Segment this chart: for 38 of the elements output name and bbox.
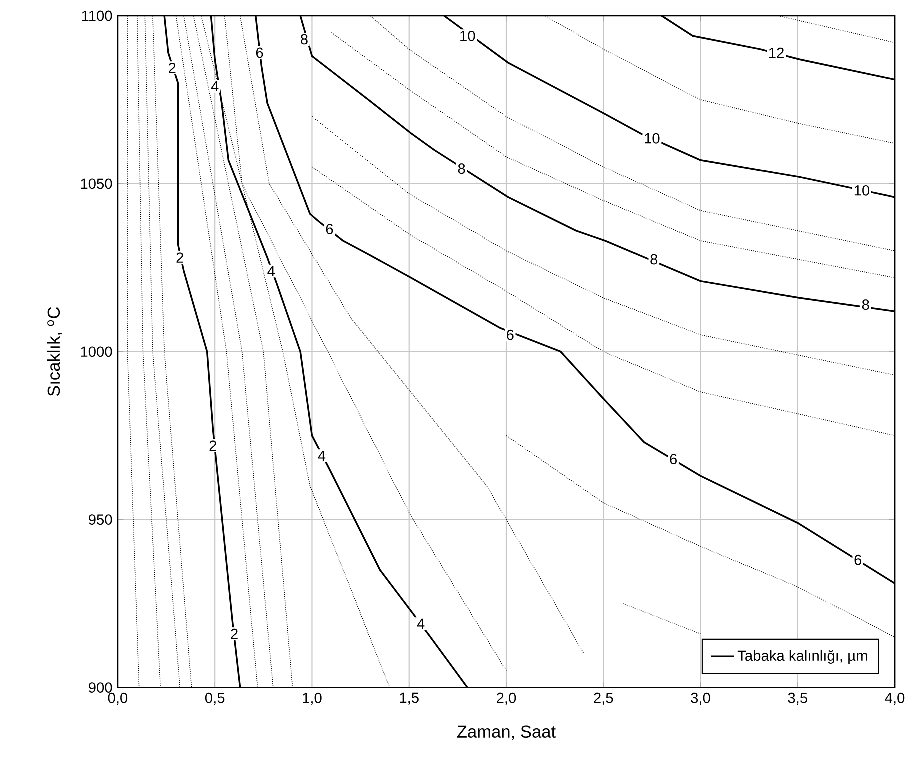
x-axis-title: Zaman, Saat [457,726,556,740]
annotation: 4 [318,451,326,462]
annotation: 6 [670,454,677,465]
annotation: 10 [645,134,660,144]
annotation: 6 [507,330,514,340]
annotation: 2 [210,440,216,452]
legend-label: Tabaka kalınlığı, µm [738,650,868,664]
x-tick-label: 0,5 [205,693,225,706]
annotation: 12 [769,48,784,58]
x-tick-label: 4,0 [885,693,905,706]
annotation: 6 [256,48,264,58]
annotation: 10 [460,31,476,42]
annotation: 2 [231,629,238,640]
y-tick-label: 900 [89,682,112,694]
y-axis-title: Sıcaklık, $^{o}$C [47,308,62,396]
x-tick-label: 3,5 [788,693,808,706]
x-tick-label: 1,0 [303,693,322,706]
x-tick-label: 3,0 [691,693,710,706]
annotation: 6 [326,224,334,235]
y-tick-label: 1100 [82,10,112,22]
annotation: 8 [458,164,466,174]
y-tick-label: 1000 [81,346,112,358]
annotation: 4 [268,266,276,276]
annotation: 2 [169,63,176,74]
x-tick-label: 2,5 [594,693,614,706]
annotation: 4 [211,82,219,92]
x-tick-label: 0,0 [108,693,128,706]
annotation: 6 [854,555,862,566]
y-tick-label: 950 [89,514,112,526]
x-tick-label: 1,5 [400,693,419,706]
annotation: 10 [854,186,870,196]
annotation: 8 [862,300,870,310]
annotation: 8 [301,34,308,45]
annotation: 4 [417,619,425,630]
y-tick-label: 1050 [81,178,112,190]
x-tick-label: 2,0 [497,693,516,706]
annotation: 2 [176,252,184,264]
annotation: 8 [650,254,658,265]
